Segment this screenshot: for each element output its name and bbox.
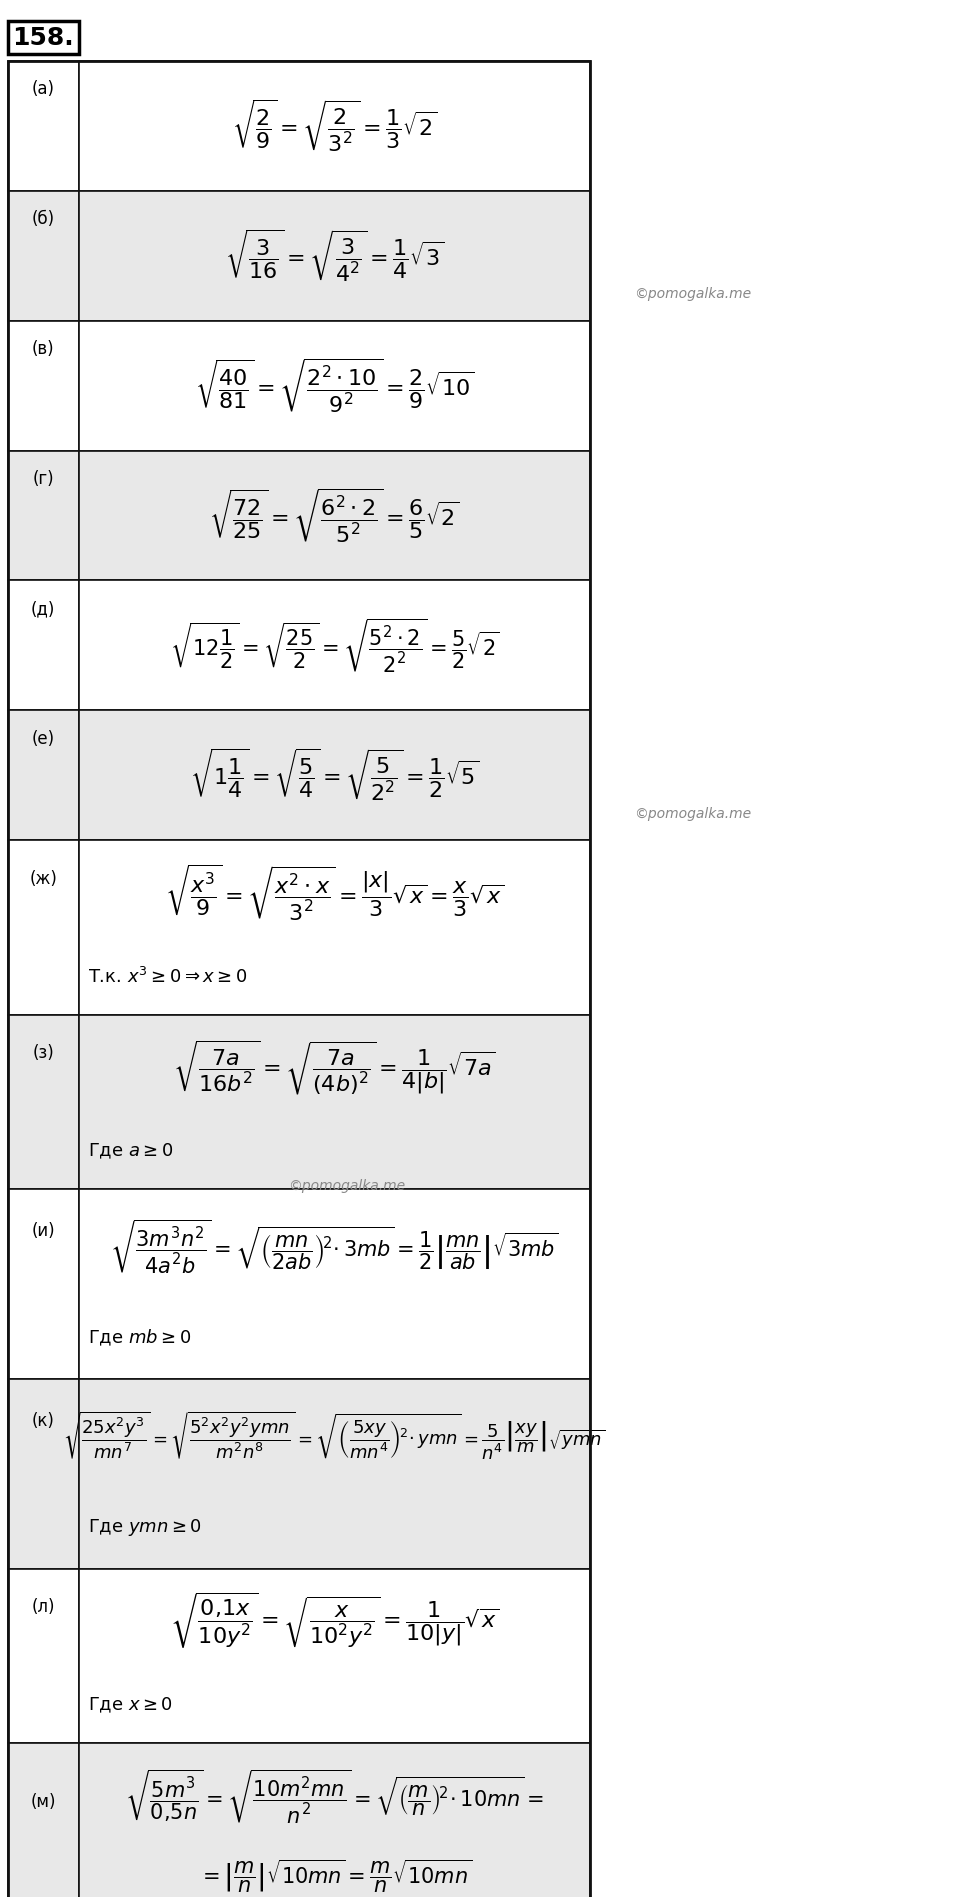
Text: (г): (г): [33, 470, 54, 488]
Text: ©pomogalka.me: ©pomogalka.me: [634, 286, 751, 302]
Text: $\sqrt{1\dfrac{1}{4}} = \sqrt{\dfrac{5}{4}} = \sqrt{\dfrac{5}{2^2}} = \dfrac{1}{: $\sqrt{1\dfrac{1}{4}} = \sqrt{\dfrac{5}{…: [190, 747, 479, 804]
Bar: [8, 580, 79, 709]
Bar: [79, 321, 590, 451]
Bar: [79, 580, 590, 709]
Bar: [79, 709, 590, 840]
Bar: [79, 1015, 590, 1189]
Bar: [8, 840, 79, 1015]
Bar: [8, 61, 590, 1897]
Text: $\sqrt{\dfrac{7a}{16b^2}} = \sqrt{\dfrac{7a}{(4b)^2}} = \dfrac{1}{4|b|}\sqrt{7a}: $\sqrt{\dfrac{7a}{16b^2}} = \sqrt{\dfrac…: [173, 1038, 496, 1096]
Text: $\sqrt{\dfrac{x^3}{9}} = \sqrt{\dfrac{x^2 \cdot x}{3^2}} = \dfrac{|x|}{3}\sqrt{x: $\sqrt{\dfrac{x^3}{9}} = \sqrt{\dfrac{x^…: [165, 863, 504, 924]
Text: (ж): (ж): [29, 869, 58, 888]
Text: 158.: 158.: [12, 27, 74, 49]
Text: (б): (б): [32, 211, 55, 228]
Bar: [79, 451, 590, 580]
Text: $\sqrt{\dfrac{72}{25}} = \sqrt{\dfrac{6^2 \cdot 2}{5^2}} = \dfrac{6}{5}\sqrt{2}$: $\sqrt{\dfrac{72}{25}} = \sqrt{\dfrac{6^…: [209, 486, 460, 544]
Bar: [8, 1569, 79, 1743]
Text: $\sqrt{\dfrac{5m^3}{0{,}5n}} = \sqrt{\dfrac{10m^2mn}{n^2}} = \sqrt{\left(\dfrac{: $\sqrt{\dfrac{5m^3}{0{,}5n}} = \sqrt{\df…: [125, 1768, 544, 1825]
Text: Т.к. $x^3 \geq 0 \Rightarrow x \geq 0$: Т.к. $x^3 \geq 0 \Rightarrow x \geq 0$: [88, 966, 248, 986]
Text: $\sqrt{\dfrac{40}{81}} = \sqrt{\dfrac{2^2 \cdot 10}{9^2}} = \dfrac{2}{9}\sqrt{10: $\sqrt{\dfrac{40}{81}} = \sqrt{\dfrac{2^…: [195, 357, 474, 415]
Bar: [8, 1379, 79, 1569]
Text: (a): (a): [32, 80, 55, 99]
Text: Где $ymn \geq 0$: Где $ymn \geq 0$: [88, 1516, 203, 1538]
Text: (л): (л): [32, 1597, 55, 1616]
Bar: [8, 321, 79, 451]
Text: $= \left|\dfrac{m}{n}\right|\sqrt{10mn} = \dfrac{m}{n}\sqrt{10mn}$: $= \left|\dfrac{m}{n}\right|\sqrt{10mn} …: [198, 1857, 471, 1895]
Text: $\sqrt{\dfrac{3}{16}} = \sqrt{\dfrac{3}{4^2}} = \dfrac{1}{4}\sqrt{3}$: $\sqrt{\dfrac{3}{16}} = \sqrt{\dfrac{3}{…: [225, 228, 444, 285]
Bar: [79, 1569, 590, 1743]
Text: ©pomogalka.me: ©pomogalka.me: [634, 806, 751, 821]
Text: (д): (д): [31, 599, 56, 618]
Bar: [79, 61, 590, 190]
Text: Где $a \geq 0$: Где $a \geq 0$: [88, 1142, 174, 1161]
Bar: [8, 61, 79, 190]
Text: (и): (и): [32, 1222, 55, 1241]
Text: $\sqrt{\dfrac{2}{9}} = \sqrt{\dfrac{2}{3^2}} = \dfrac{1}{3}\sqrt{2}$: $\sqrt{\dfrac{2}{9}} = \sqrt{\dfrac{2}{3…: [232, 97, 437, 154]
Bar: [79, 190, 590, 321]
Bar: [79, 1189, 590, 1379]
Bar: [8, 451, 79, 580]
Text: ©pomogalka.me: ©pomogalka.me: [288, 1178, 405, 1193]
Text: (м): (м): [31, 1793, 56, 1812]
Bar: [8, 190, 79, 321]
Text: (в): (в): [32, 340, 55, 359]
Bar: [8, 709, 79, 840]
Text: Где $x \geq 0$: Где $x \geq 0$: [88, 1696, 174, 1715]
Bar: [79, 1379, 590, 1569]
Text: $\sqrt{\dfrac{25x^2y^3}{mn^7}} = \sqrt{\dfrac{5^2x^2y^2ymn}{m^2n^8}} = \sqrt{\le: $\sqrt{\dfrac{25x^2y^3}{mn^7}} = \sqrt{\…: [63, 1409, 606, 1463]
Bar: [8, 1015, 79, 1189]
Text: $\sqrt{12\dfrac{1}{2}} = \sqrt{\dfrac{25}{2}} = \sqrt{\dfrac{5^2 \cdot 2}{2^2}} : $\sqrt{12\dfrac{1}{2}} = \sqrt{\dfrac{25…: [170, 617, 499, 673]
Text: $\sqrt{\dfrac{0{,}1x}{10y^2}} = \sqrt{\dfrac{x}{10^2y^2}} = \dfrac{1}{10|y|}\sqr: $\sqrt{\dfrac{0{,}1x}{10y^2}} = \sqrt{\d…: [170, 1592, 499, 1650]
Text: (з): (з): [33, 1043, 54, 1062]
Text: $\sqrt{\dfrac{3m^3n^2}{4a^2b}} = \sqrt{\left(\dfrac{mn}{2ab}\right)^{\!2}\! \cdo: $\sqrt{\dfrac{3m^3n^2}{4a^2b}} = \sqrt{\…: [110, 1218, 559, 1275]
Text: (е): (е): [32, 730, 55, 747]
Bar: [79, 1743, 590, 1897]
Bar: [79, 840, 590, 1015]
Text: Где $mb \geq 0$: Где $mb \geq 0$: [88, 1328, 192, 1347]
Bar: [8, 1743, 79, 1897]
Text: (к): (к): [32, 1411, 55, 1430]
Bar: [8, 1189, 79, 1379]
